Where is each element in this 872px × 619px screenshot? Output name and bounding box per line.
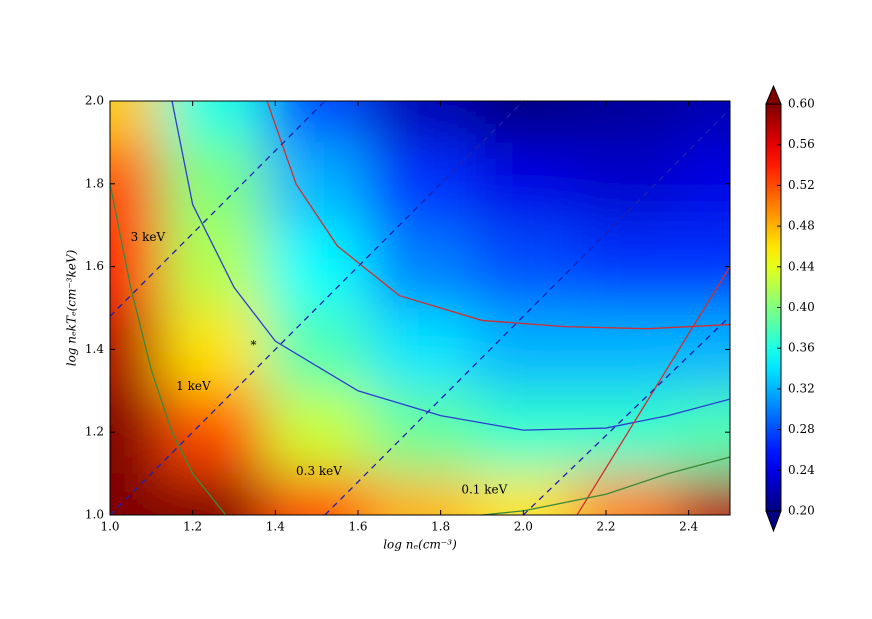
contour-line [324, 108, 730, 515]
heat-cell [678, 390, 730, 474]
heat-cell [161, 101, 265, 143]
colorbar-extend [765, 510, 782, 533]
heat-cell [161, 473, 265, 515]
x-tick-label: 2.0 [514, 520, 533, 534]
colorbar-tick-label: 0.32 [788, 381, 815, 395]
heat-cell [678, 308, 730, 391]
annotation: 1 keV [176, 379, 211, 393]
heat-cell [678, 101, 730, 143]
heat-cell [471, 142, 575, 226]
y-tick-label: 1.2 [85, 425, 104, 439]
y-tick-label: 1.6 [85, 259, 104, 273]
x-tick-label: 1.2 [183, 520, 202, 534]
heat-cell [471, 101, 575, 143]
x-tick-label: 1.4 [266, 520, 285, 534]
heat-cell [110, 308, 162, 391]
heat-cell [471, 473, 575, 515]
annotation: 3 keV [131, 230, 166, 244]
heat-cell [265, 473, 369, 515]
colorbar-tick-label: 0.20 [788, 504, 815, 518]
colorbar-tick-label: 0.56 [788, 137, 815, 151]
heat-cell [368, 142, 472, 226]
heat-cell [575, 390, 679, 474]
heat-cell [110, 101, 162, 143]
heat-cell [161, 142, 265, 226]
heat-cell [265, 308, 369, 391]
y-axis-label: log nₑkTₑ(cm⁻³keV) [65, 249, 79, 366]
heat-cell [575, 142, 679, 226]
heat-cell [161, 390, 265, 474]
annotation: 0.1 keV [461, 483, 507, 497]
y-tick-label: 1.0 [85, 508, 104, 522]
colorbar-tick-label: 0.40 [788, 300, 815, 314]
x-axis-label: log nₑ(cm⁻³) [383, 538, 457, 552]
contour-line [171, 101, 730, 431]
colorbar-tick-label: 0.52 [788, 178, 815, 192]
x-tick-label: 2.4 [679, 520, 698, 534]
heat-cell [575, 473, 679, 515]
heat-cell [575, 308, 679, 391]
contour-line [110, 183, 227, 515]
heat-cell [575, 101, 679, 143]
heat-cell [161, 225, 265, 308]
heat-cell [678, 225, 730, 308]
x-tick-label: 2.2 [596, 520, 615, 534]
heat-cell [265, 142, 369, 226]
heat-cell [368, 390, 472, 474]
colorbar-tick-label: 0.60 [788, 97, 815, 111]
y-tick-label: 2.0 [85, 94, 104, 108]
heat-cell [110, 390, 162, 474]
contours [110, 101, 730, 515]
heat-cell [110, 473, 162, 515]
heat-cell [368, 473, 472, 515]
heat-cell [265, 101, 369, 143]
heat-cell [368, 225, 472, 308]
annotation: * [251, 338, 257, 352]
contour-line [481, 456, 730, 515]
heat-cell [265, 225, 369, 308]
contour-line [110, 101, 524, 515]
contour-line [110, 101, 326, 317]
heat-cell [161, 308, 265, 391]
x-tick-label: 1.6 [348, 520, 367, 534]
colorbar-tick-label: 0.24 [788, 463, 815, 477]
colorbar-extend [765, 84, 782, 105]
y-tick-label: 1.4 [85, 342, 104, 356]
heat-cell [575, 225, 679, 308]
heat-cell [678, 473, 730, 515]
heat-cell [471, 390, 575, 474]
colorbar-tick-label: 0.44 [788, 259, 815, 273]
contour-line [522, 315, 730, 515]
y-tick-label: 1.8 [85, 176, 104, 190]
heatmap [110, 101, 730, 515]
annotation: 0.3 keV [296, 464, 342, 478]
heat-cell [678, 142, 730, 226]
x-tick-label: 1.0 [100, 520, 119, 534]
heat-cell [471, 225, 575, 308]
heat-cell [471, 308, 575, 391]
heat-cell [110, 142, 162, 226]
x-tick-label: 1.8 [431, 520, 450, 534]
contour-line [576, 266, 730, 515]
heat-cell [368, 101, 472, 143]
plot-frame [109, 100, 731, 516]
colorbar-tick-label: 0.28 [788, 422, 815, 436]
colorbar-tick-label: 0.36 [788, 341, 815, 355]
contour-line [266, 101, 730, 330]
colorbar-tick-label: 0.48 [788, 219, 815, 233]
heat-cell [368, 308, 472, 391]
heat-cell [265, 390, 369, 474]
heat-cell [110, 225, 162, 308]
